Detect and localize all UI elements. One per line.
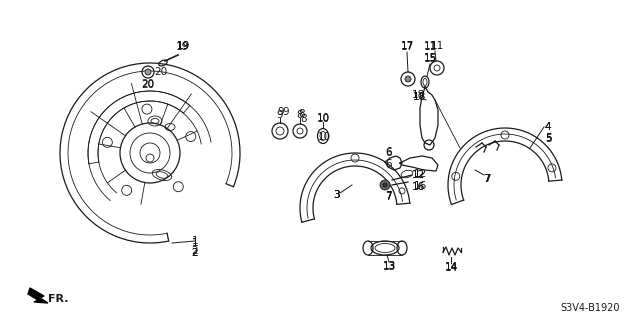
Text: 10: 10	[316, 114, 330, 124]
Text: 15: 15	[424, 54, 436, 64]
Text: 3: 3	[333, 190, 339, 200]
Polygon shape	[28, 288, 48, 303]
Circle shape	[380, 180, 390, 190]
Text: 3: 3	[333, 190, 339, 200]
Text: 14: 14	[444, 262, 458, 272]
Text: 6: 6	[386, 148, 392, 158]
Text: 20: 20	[154, 67, 168, 77]
Text: 8: 8	[297, 110, 303, 120]
Text: 2: 2	[192, 246, 198, 256]
Text: 7: 7	[385, 191, 391, 201]
Text: 19: 19	[175, 42, 189, 52]
Text: 9: 9	[276, 110, 284, 120]
Text: 4: 4	[545, 122, 551, 132]
Circle shape	[383, 183, 387, 187]
Text: 9: 9	[278, 107, 284, 117]
Text: 4: 4	[545, 122, 551, 132]
Text: 5: 5	[545, 133, 551, 143]
Text: 5: 5	[545, 133, 551, 143]
Text: 16: 16	[412, 182, 424, 192]
Text: 8: 8	[301, 114, 307, 124]
Text: 2: 2	[192, 248, 198, 258]
Circle shape	[145, 69, 151, 75]
Text: 3: 3	[333, 190, 339, 200]
Text: 1: 1	[192, 236, 198, 246]
Text: 12: 12	[413, 169, 427, 179]
Text: 5: 5	[545, 134, 551, 144]
Text: 7: 7	[484, 174, 490, 184]
Text: 18: 18	[412, 92, 426, 102]
Text: 16: 16	[412, 182, 424, 192]
Text: 7: 7	[385, 191, 391, 201]
Text: FR.: FR.	[48, 294, 68, 304]
Text: 7: 7	[483, 174, 490, 184]
Text: 12: 12	[412, 170, 424, 180]
Text: 16: 16	[413, 181, 427, 191]
Text: 17: 17	[401, 41, 413, 51]
Text: 19: 19	[177, 41, 189, 51]
Text: 7: 7	[385, 192, 391, 202]
Text: 10: 10	[317, 132, 331, 142]
Text: 1: 1	[192, 238, 198, 248]
Text: 1: 1	[192, 238, 198, 248]
Text: 19: 19	[177, 41, 189, 51]
Text: 2: 2	[192, 248, 198, 258]
Text: 17: 17	[401, 41, 413, 51]
Text: 8: 8	[299, 109, 305, 119]
Text: 15: 15	[424, 53, 436, 63]
Text: 4: 4	[545, 122, 551, 132]
Text: 13: 13	[382, 261, 396, 271]
Text: 11: 11	[430, 41, 444, 51]
Text: 10: 10	[316, 113, 330, 123]
Text: 6: 6	[386, 159, 392, 169]
Text: 18: 18	[412, 90, 424, 100]
Text: 15: 15	[424, 53, 436, 63]
Text: 13: 13	[382, 261, 396, 271]
Text: 9: 9	[283, 107, 289, 117]
Text: 7: 7	[483, 174, 490, 184]
Text: 11: 11	[424, 41, 436, 51]
Circle shape	[405, 76, 411, 82]
Text: 11: 11	[424, 42, 436, 52]
Text: 14: 14	[444, 262, 458, 272]
Text: 17: 17	[401, 42, 413, 52]
Text: 6: 6	[386, 147, 392, 157]
Text: 14: 14	[444, 263, 458, 273]
Text: 12: 12	[412, 170, 424, 180]
Text: 20: 20	[141, 79, 155, 89]
Text: S3V4-B1920: S3V4-B1920	[560, 303, 620, 313]
Text: 13: 13	[382, 262, 396, 272]
Text: 18: 18	[412, 92, 426, 102]
Text: 20: 20	[141, 80, 155, 90]
